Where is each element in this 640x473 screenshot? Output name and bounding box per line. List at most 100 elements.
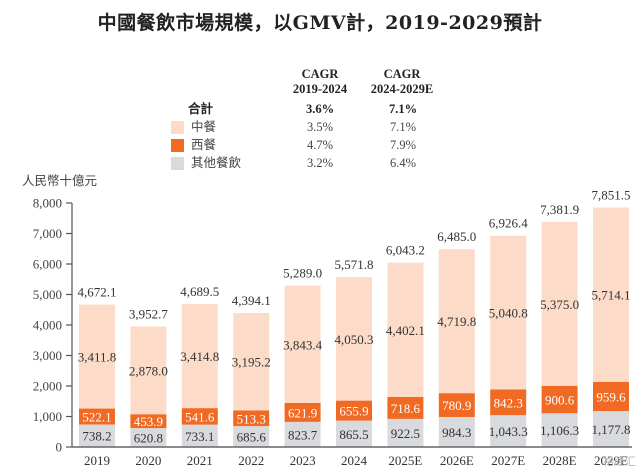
total-value-label: 5,571.8 — [335, 257, 374, 272]
x-tick-label: 2028E — [543, 453, 577, 468]
legend-label-chinese: 中餐 — [191, 119, 217, 134]
x-tick-label: 2026E — [440, 453, 474, 468]
y-axis-unit-label: 人民幣十億元 — [22, 173, 98, 188]
total-value-label: 6,043.2 — [386, 243, 425, 258]
x-tick-label: 2023 — [290, 453, 316, 468]
y-tick-label: 3,000 — [33, 348, 62, 363]
cagr-value-2024-2029e: 7.1% — [388, 102, 418, 116]
segment-value-label: 4,402.1 — [386, 323, 425, 338]
cagr-header-2024-2029e: CAGR 2024-2029E — [358, 67, 446, 97]
bar-segment — [490, 415, 527, 447]
segment-value-label: 685.6 — [237, 430, 267, 445]
y-tick-label: 8,000 — [33, 196, 62, 211]
segment-value-label: 655.9 — [339, 404, 368, 419]
bar-segment — [541, 385, 578, 414]
bar-segment — [438, 249, 475, 394]
segment-value-label: 5,040.8 — [489, 306, 528, 321]
x-tick-label: 2020 — [135, 453, 161, 468]
cagr-value-2024-2029e: 6.4% — [389, 156, 417, 170]
cagr-header-line1: CAGR — [301, 67, 339, 81]
segment-value-label: 513.3 — [237, 411, 266, 426]
bar-segment — [541, 221, 578, 386]
cagr-value-2024-2029e: 7.1% — [389, 120, 417, 134]
x-tick-label: 2024 — [341, 453, 368, 468]
segment-value-label: 621.9 — [288, 405, 317, 420]
total-value-label: 7,851.5 — [592, 188, 631, 203]
segment-value-label: 959.6 — [596, 389, 626, 404]
bar-segment — [79, 304, 115, 409]
cagr-value-2024-2029e: 7.9% — [389, 138, 417, 152]
bar-segment — [387, 396, 424, 419]
total-value-label: 6,926.4 — [489, 216, 529, 231]
y-tick-label: 7,000 — [33, 226, 62, 241]
bar-segment — [181, 303, 218, 409]
segment-value-label: 3,411.8 — [78, 350, 117, 365]
cagr-value-2019-2024: 4.7% — [306, 138, 334, 152]
segment-value-label: 780.9 — [442, 398, 471, 413]
y-tick-label: 1,000 — [33, 409, 62, 424]
x-tick-label: 2021 — [187, 453, 213, 468]
bar-segment — [593, 207, 629, 382]
bar-segment — [336, 420, 372, 447]
segment-value-label: 865.5 — [339, 427, 368, 442]
bar-segment — [130, 414, 167, 429]
x-tick-label: 2019 — [84, 453, 110, 468]
y-tick-label: 6,000 — [33, 257, 62, 272]
bar-segment — [284, 402, 321, 422]
segment-value-label: 3,414.8 — [180, 349, 219, 364]
segment-value-label: 522.1 — [82, 410, 111, 425]
segment-value-label: 5,714.1 — [592, 288, 631, 303]
bar-segment — [79, 424, 115, 447]
legend-label-western: 西餐 — [191, 137, 217, 152]
bar-segment — [130, 428, 167, 447]
segment-value-label: 3,195.2 — [232, 355, 271, 370]
x-tick-label: 2029E — [594, 453, 628, 468]
bar-segment — [438, 393, 475, 417]
legend-swatch-western — [171, 139, 184, 152]
cagr-value-2019-2024: 3.2% — [306, 156, 334, 170]
segment-value-label: 3,843.4 — [283, 337, 323, 352]
bar-segment — [130, 326, 167, 415]
segment-value-label: 922.5 — [391, 426, 420, 441]
axes-layer: 0 1,000 2,000 3,000 4,000 5,000 6,000 7,000 8,00… — [33, 196, 632, 455]
bar-segment — [233, 410, 270, 427]
cagr-value-2019-2024: 3.6% — [305, 102, 335, 116]
segment-value-label: 5,375.0 — [540, 297, 579, 312]
segment-value-label: 842.3 — [494, 395, 523, 410]
bar-segment — [541, 413, 578, 447]
legend-label-total: 合計 — [188, 101, 214, 116]
bar-segment — [79, 408, 115, 425]
bar-segment — [284, 421, 321, 447]
total-value-label: 4,394.1 — [232, 293, 271, 308]
total-value-label: 6,485.0 — [437, 229, 476, 244]
segment-value-label: 453.9 — [134, 414, 163, 429]
cagr-header-line2: 2024-2029E — [370, 82, 434, 96]
bar-segment — [336, 277, 372, 401]
cagr-value-2019-2024: 3.5% — [306, 120, 334, 134]
cagr-header-line1: CAGR — [383, 67, 421, 81]
segment-value-label: 2,878.0 — [129, 363, 168, 378]
segment-value-label: 900.6 — [545, 393, 575, 408]
bars-layer — [79, 207, 629, 447]
bar-segment — [233, 426, 270, 447]
segment-value-label: 4,050.3 — [335, 332, 374, 347]
watermark: 格隆汇 — [603, 455, 636, 468]
total-value-label: 3,952.7 — [129, 306, 169, 321]
bar-segment — [490, 389, 527, 416]
legend-swatch-other — [171, 157, 184, 170]
chart-title: 中國餐飲市場規模，以GMV計，2019-2029預計 — [97, 12, 543, 34]
bar-segment — [490, 235, 527, 390]
segment-value-label: 1,043.3 — [489, 424, 528, 439]
segment-value-label: 1,106.3 — [540, 423, 579, 438]
x-tick-label: 2027E — [491, 453, 525, 468]
bar-segment — [438, 416, 475, 447]
segment-value-label: 541.6 — [185, 409, 215, 424]
legend-swatch-chinese — [171, 121, 184, 134]
bar-segment — [387, 418, 424, 447]
total-value-label: 4,672.1 — [78, 285, 117, 300]
bar-segment — [233, 312, 270, 411]
bar-segment — [181, 424, 218, 447]
segment-value-label: 620.8 — [134, 431, 163, 446]
y-tick-label: 0 — [56, 440, 63, 455]
